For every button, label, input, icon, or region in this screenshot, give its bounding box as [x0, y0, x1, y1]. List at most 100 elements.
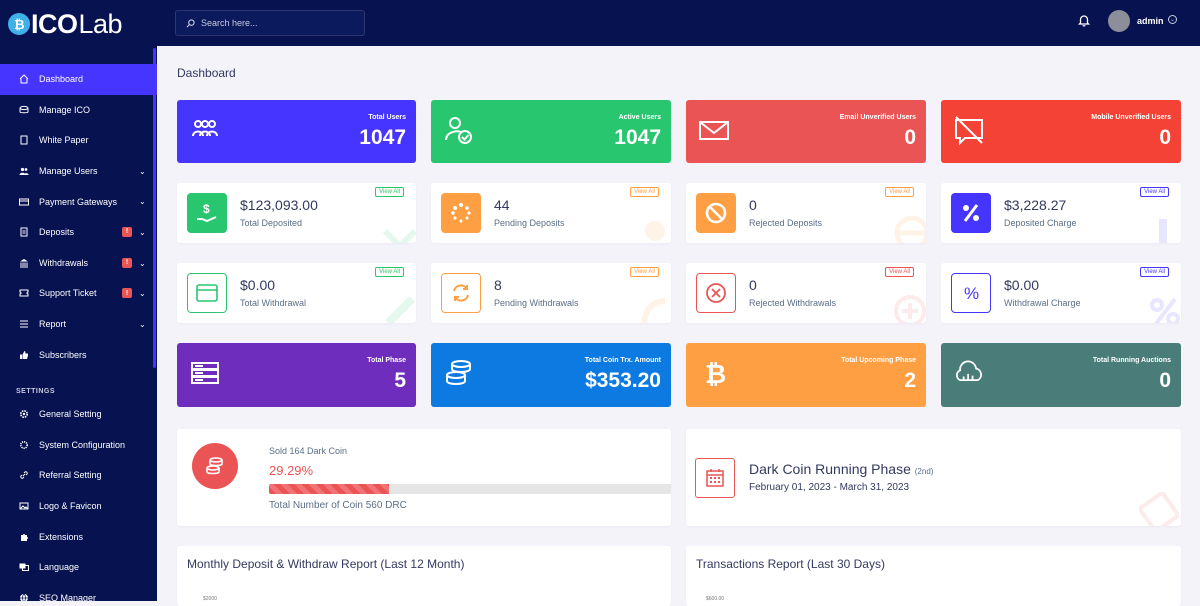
percent-icon: % — [951, 273, 991, 313]
sidebar-item-language[interactable]: Language — [0, 552, 157, 583]
main-content: Dashboard Total Users 1047 Active Users … — [157, 46, 1200, 606]
stat-card-coin-trx-amount[interactable]: Total Coin Trx. Amount $353.20 — [431, 343, 671, 407]
thumbs-up-icon — [18, 349, 30, 361]
envelope-icon — [699, 121, 729, 140]
phase-name: Dark Coin Running Phase — [749, 461, 911, 477]
sync-icon — [441, 273, 481, 313]
view-all-link[interactable]: View All — [1140, 267, 1169, 277]
chart-tick-label: $2000 — [203, 596, 217, 602]
stat-value: 0 — [904, 126, 916, 149]
sidebar-item-report[interactable]: Report ⌄ — [0, 309, 157, 340]
widget-value: $3,228.27 — [1004, 197, 1067, 213]
server-icon — [191, 362, 219, 384]
widget-value: $0.00 — [240, 277, 276, 293]
image-icon — [18, 500, 30, 512]
sidebar-item-seo-manager[interactable]: SEO Manager — [0, 583, 157, 601]
chart-tick-label: $600.00 — [706, 596, 725, 602]
user-name[interactable]: admin — [1137, 16, 1164, 26]
sold-coin-percent: 29.29% — [269, 463, 314, 478]
sidebar-item-label: Deposits — [39, 227, 75, 238]
view-all-link[interactable]: View All — [885, 187, 914, 197]
stat-card-upcoming-phase[interactable]: ₿ Total Upcoming Phase 2 — [686, 343, 926, 407]
widget-rejected-deposits: 0 Rejected Deposits View All — [686, 183, 926, 243]
view-all-link[interactable]: View All — [630, 187, 659, 197]
widget-withdrawal-charge: % $0.00 Withdrawal Charge View All — [941, 263, 1181, 323]
widget-label: Deposited Charge — [1004, 218, 1077, 228]
stat-card-active-users[interactable]: Active Users 1047 — [431, 100, 671, 163]
view-all-link[interactable]: View All — [1140, 187, 1169, 197]
sold-coin-total: Total Number of Coin 560 DRC — [269, 500, 407, 511]
bank-icon — [18, 257, 30, 269]
svg-text:$: $ — [203, 202, 210, 216]
sidebar-item-payment-gateways[interactable]: Payment Gateways ⌄ — [0, 186, 157, 217]
stat-label: Total Phase — [367, 357, 406, 364]
stat-card-email-unverified[interactable]: Email Unverified Users 0 — [686, 100, 926, 163]
stat-card-total-phase[interactable]: Total Phase 5 — [177, 343, 416, 407]
chevron-down-icon: ⌄ — [139, 289, 146, 299]
ghost-icon — [1150, 297, 1180, 323]
chevron-down-icon: ⌄ — [139, 227, 146, 237]
search-input[interactable]: Search here... — [175, 10, 365, 36]
widget-value: 0 — [749, 197, 757, 213]
sidebar-item-deposits[interactable]: Deposits ! ⌄ — [0, 217, 157, 248]
ghost-icon — [894, 295, 926, 323]
ghost-icon — [645, 221, 665, 241]
brand-logo[interactable]: ₿ ICO Lab — [0, 0, 157, 48]
sold-coin-card: Sold 164 Dark Coin 29.29% Total Number o… — [177, 429, 671, 526]
sidebar-item-system-configuration[interactable]: System Configuration — [0, 430, 157, 461]
sidebar-item-logo-favicon[interactable]: Logo & Favicon — [0, 491, 157, 522]
sidebar-item-label: System Configuration — [39, 439, 126, 450]
cloud-chart-icon — [956, 360, 982, 381]
avatar[interactable] — [1108, 10, 1130, 32]
view-all-link[interactable]: View All — [375, 267, 404, 277]
view-all-link[interactable]: View All — [630, 267, 659, 277]
view-all-link[interactable]: View All — [375, 187, 404, 197]
home-icon — [18, 73, 30, 85]
widget-value: $123,093.00 — [240, 197, 318, 213]
widget-value: 8 — [494, 277, 502, 293]
stat-card-mobile-unverified[interactable]: Mobile Unverified Users 0 — [941, 100, 1181, 163]
alert-badge: ! — [122, 226, 132, 237]
phase-tag: (2nd) — [914, 467, 934, 476]
stat-card-total-users[interactable]: Total Users 1047 — [177, 100, 416, 163]
spinner-icon — [441, 193, 481, 233]
calendar-icon — [695, 458, 735, 498]
sidebar-item-label: Referral Setting — [39, 470, 102, 481]
coins-icon — [18, 104, 30, 116]
user-check-icon — [445, 117, 472, 144]
ghost-icon — [1159, 219, 1167, 243]
sidebar-item-dashboard[interactable]: Dashboard — [0, 64, 157, 95]
sidebar-item-manage-ico[interactable]: Manage ICO — [0, 95, 157, 126]
bell-icon[interactable] — [1077, 13, 1091, 27]
sold-progress-fill — [269, 484, 389, 494]
sidebar-item-label: White Paper — [39, 135, 89, 146]
stat-label: Total Upcoming Phase — [841, 357, 916, 364]
widget-pending-deposits: 44 Pending Deposits View All — [431, 183, 671, 243]
sidebar-item-extensions[interactable]: Extensions — [0, 521, 157, 552]
view-all-link[interactable]: View All — [885, 267, 914, 277]
chevron-down-icon: ⌄ — [139, 319, 146, 329]
coins-icon — [192, 443, 238, 489]
monthly-report-title: Monthly Deposit & Withdraw Report (Last … — [187, 557, 465, 571]
users-icon — [18, 165, 30, 177]
sidebar-item-referral-setting[interactable]: Referral Setting — [0, 460, 157, 491]
sidebar-item-support-ticket[interactable]: Support Ticket ! ⌄ — [0, 278, 157, 309]
sidebar-item-label: Logo & Favicon — [39, 501, 102, 512]
sidebar-item-withdrawals[interactable]: Withdrawals ! ⌄ — [0, 248, 157, 279]
sidebar-item-label: Withdrawals — [39, 257, 89, 268]
widget-total-deposited: $ $123,093.00 Total Deposited View All — [177, 183, 416, 243]
sidebar-item-subscribers[interactable]: Subscribers — [0, 339, 157, 370]
running-phase-card: Dark Coin Running Phase (2nd) February 0… — [686, 429, 1181, 526]
hand-dollar-icon: $ — [187, 193, 227, 233]
stat-value: 0 — [1159, 369, 1171, 392]
sidebar-item-white-paper[interactable]: White Paper — [0, 125, 157, 156]
sidebar-item-label: Manage Users — [39, 166, 98, 177]
sidebar-scrollbar[interactable] — [153, 48, 156, 368]
alert-badge: ! — [122, 288, 132, 299]
sidebar-item-manage-users[interactable]: Manage Users ⌄ — [0, 156, 157, 187]
search-icon — [186, 18, 195, 27]
sidebar-item-general-setting[interactable]: General Setting — [0, 399, 157, 430]
stat-card-running-auctions[interactable]: Total Running Auctions 0 — [941, 343, 1181, 407]
chevron-down-icon[interactable]: ⌄ — [1168, 15, 1177, 24]
sold-coin-title: Sold 164 Dark Coin — [269, 446, 348, 456]
